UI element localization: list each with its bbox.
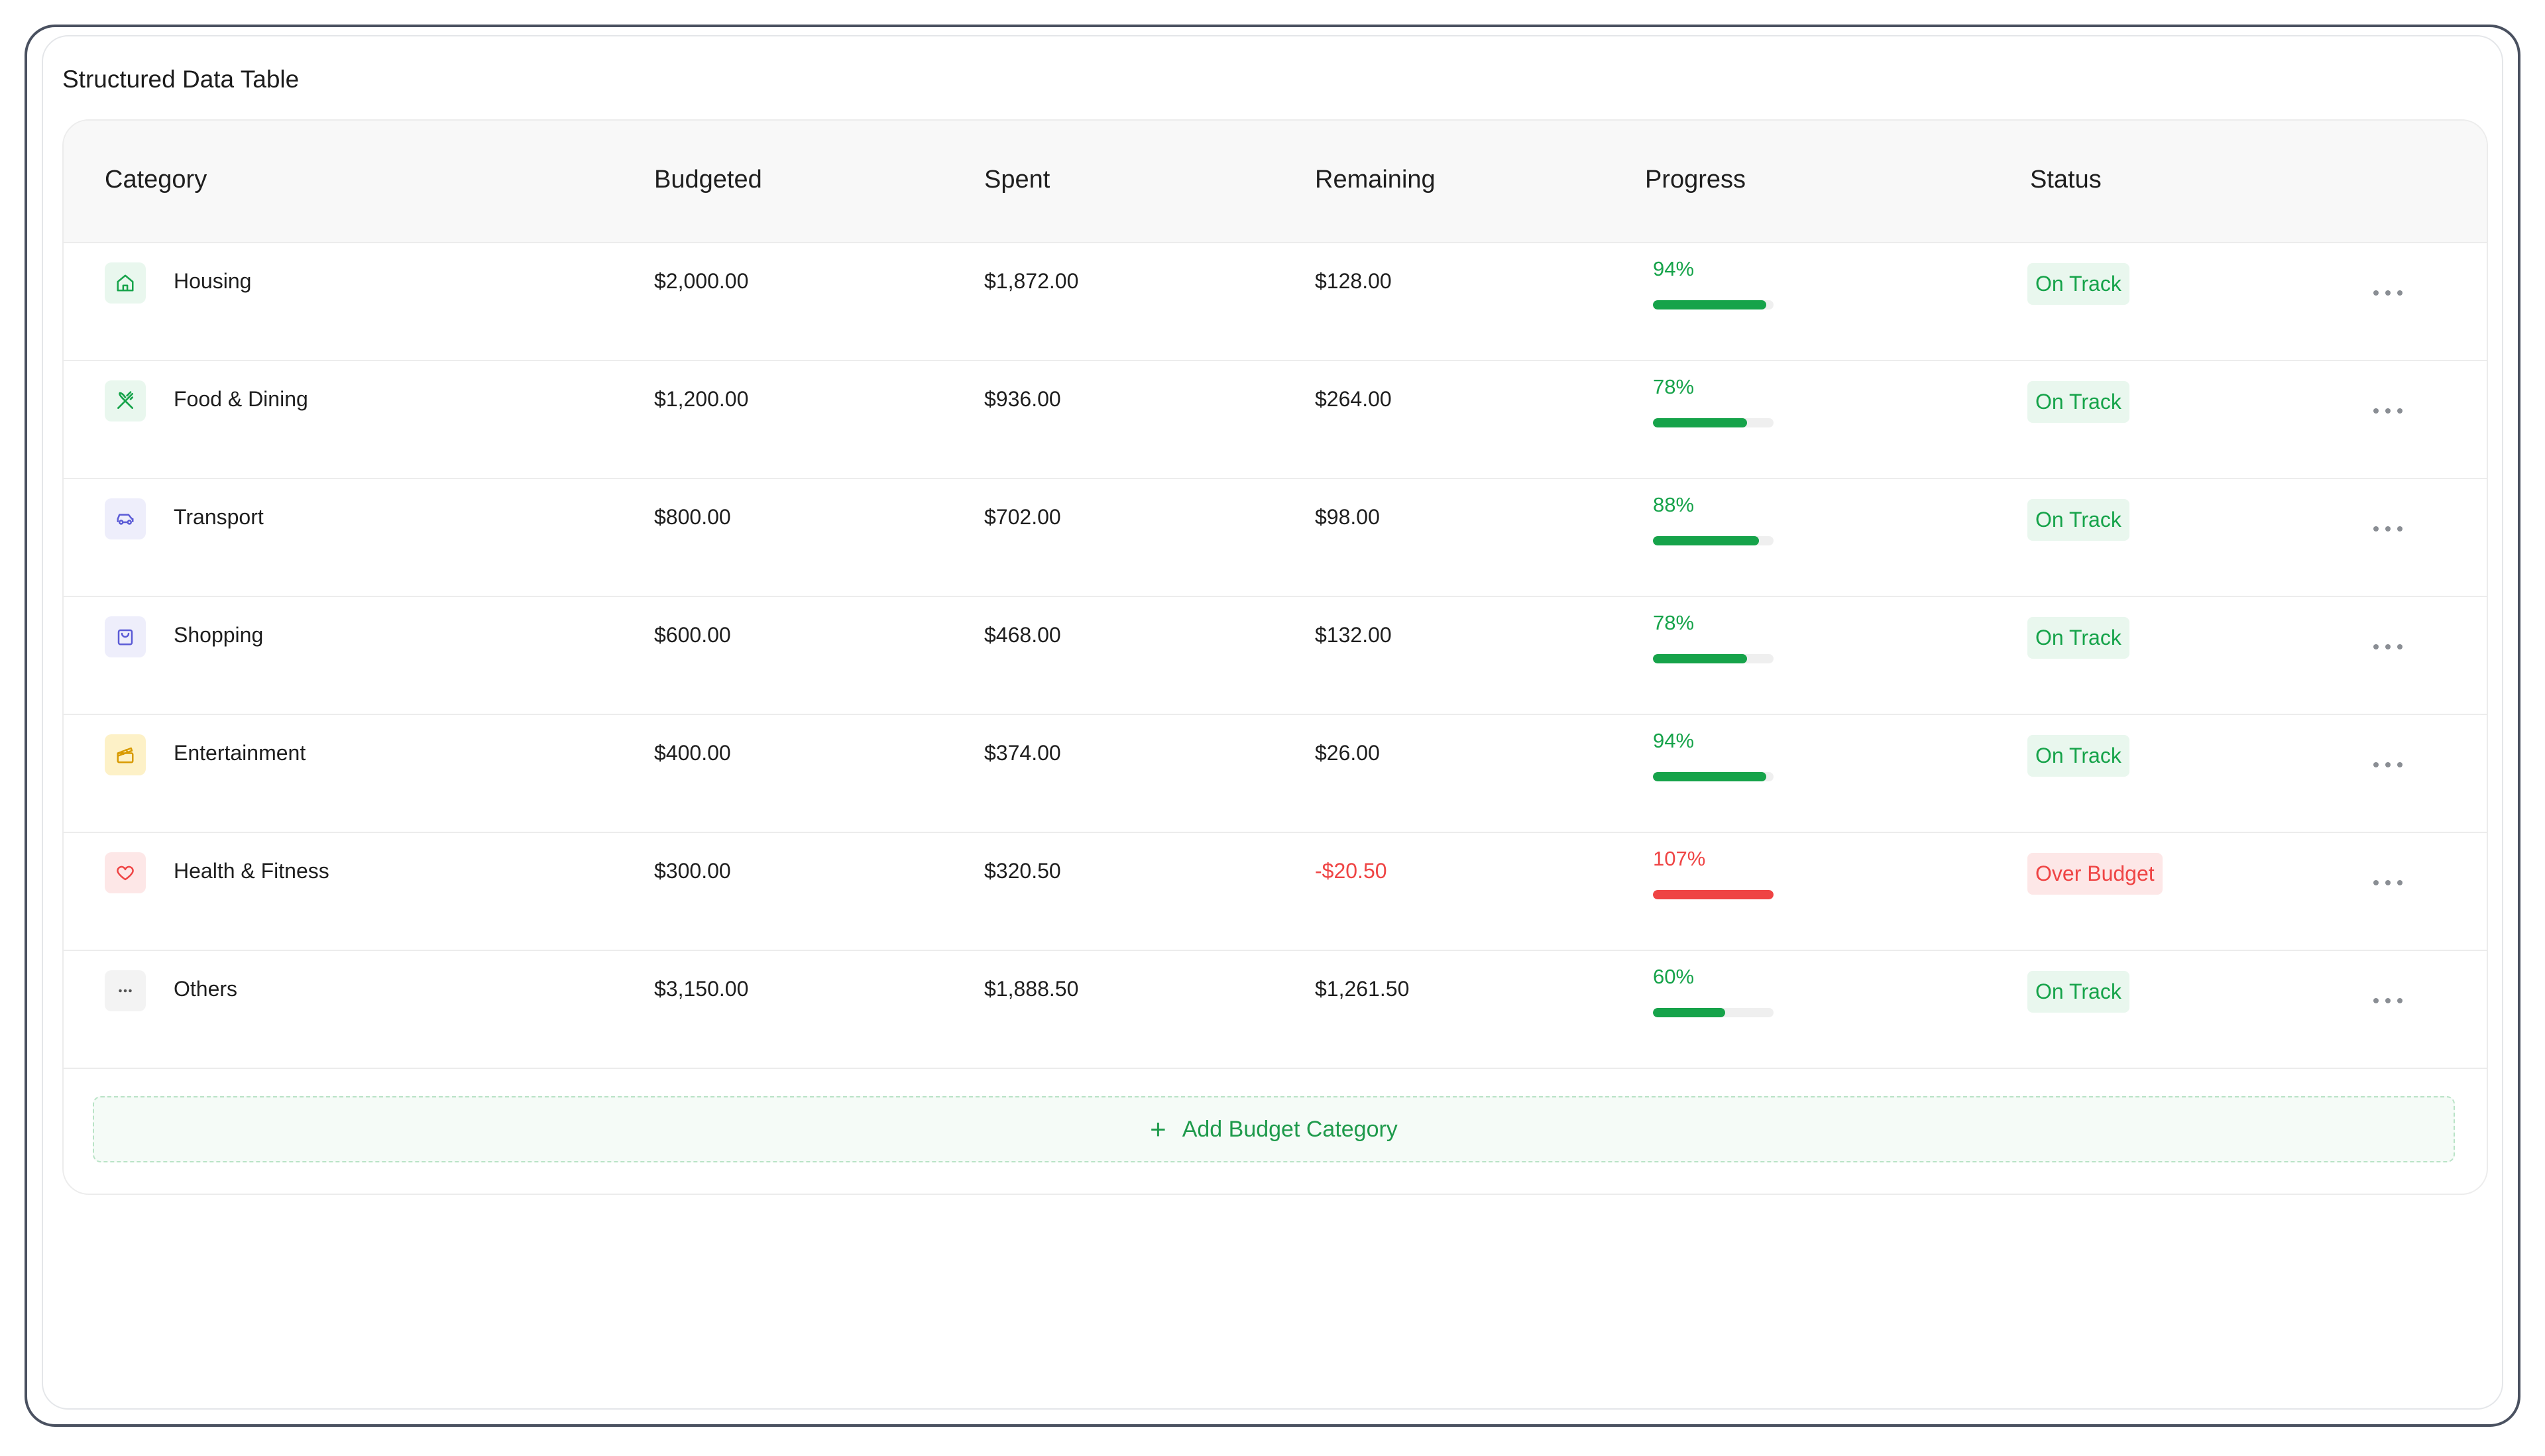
progress-bar-fill [1653,418,1747,427]
fork-knife-icon [105,380,146,421]
progress-bar [1653,654,1774,663]
budgeted-value: $800.00 [654,505,731,529]
status-badge: On Track [2027,735,2129,777]
home-icon [105,262,146,304]
heart-icon [105,852,146,893]
category-name: Transport [174,505,264,529]
status-badge: Over Budget [2027,853,2163,895]
remaining-value: $264.00 [1315,387,1392,411]
category-name: Entertainment [174,741,306,765]
more-options-icon[interactable] [2373,642,2403,651]
category-name: Housing [174,269,252,293]
table-card: Structured Data Table Category Budgeted … [42,35,2503,1410]
column-header-category[interactable]: Category [105,166,207,194]
progress-bar [1653,418,1774,427]
spent-value: $702.00 [984,505,1061,529]
column-header-status[interactable]: Status [2030,166,2102,194]
table-row[interactable]: Health & Fitness $300.00 $320.50 -$20.50… [64,832,2487,951]
budgeted-value: $300.00 [654,859,731,883]
more-options-icon[interactable] [2373,406,2403,416]
more-options-icon[interactable] [2373,760,2403,769]
clapperboard-icon [105,734,146,775]
more-options-icon[interactable] [2373,878,2403,887]
progress-percent: 60% [1653,965,1695,988]
category-name: Shopping [174,623,264,647]
progress-bar [1653,536,1774,545]
progress-percent: 94% [1653,729,1695,752]
status-badge: On Track [2027,263,2129,305]
column-header-spent[interactable]: Spent [984,166,1050,194]
budgeted-value: $1,200.00 [654,387,749,411]
remaining-value: $26.00 [1315,741,1380,765]
progress-bar-fill [1653,772,1767,781]
budgeted-value: $3,150.00 [654,977,749,1001]
budget-table: Category Budgeted Spent Remaining Progre… [62,119,2488,1195]
category-name: Health & Fitness [174,859,329,883]
budgeted-value: $2,000.00 [654,269,749,293]
status-badge: On Track [2027,499,2129,541]
category-name: Food & Dining [174,387,308,411]
progress-bar-fill [1653,300,1767,309]
column-header-progress[interactable]: Progress [1645,166,1746,194]
remaining-value: $132.00 [1315,623,1392,647]
more-options-icon[interactable] [2373,288,2403,298]
table-row[interactable]: Entertainment $400.00 $374.00 $26.00 94%… [64,714,2487,833]
spent-value: $468.00 [984,623,1061,647]
more-options-icon[interactable] [2373,524,2403,533]
budgeted-value: $400.00 [654,741,731,765]
remaining-value: $128.00 [1315,269,1392,293]
progress-bar [1653,890,1774,899]
progress-bar [1653,772,1774,781]
status-badge: On Track [2027,617,2129,659]
progress-bar [1653,300,1774,309]
progress-bar-fill [1653,1008,1726,1017]
spent-value: $320.50 [984,859,1061,883]
shopping-bag-icon [105,616,146,657]
column-header-budgeted[interactable]: Budgeted [654,166,762,194]
table-row[interactable]: Housing $2,000.00 $1,872.00 $128.00 94% … [64,242,2487,361]
more-options-icon[interactable] [2373,996,2403,1005]
remaining-value: $1,261.50 [1315,977,1410,1001]
table-header: Category Budgeted Spent Remaining Progre… [64,121,2487,243]
table-row[interactable]: Food & Dining $1,200.00 $936.00 $264.00 … [64,360,2487,479]
category-name: Others [174,977,238,1001]
remaining-value: -$20.50 [1315,859,1387,883]
table-row[interactable]: Others $3,150.00 $1,888.50 $1,261.50 60%… [64,950,2487,1069]
progress-percent: 78% [1653,611,1695,634]
ellipsis-icon [105,970,146,1011]
add-budget-category-label: Add Budget Category [1182,1116,1398,1142]
remaining-value: $98.00 [1315,505,1380,529]
column-header-remaining[interactable]: Remaining [1315,166,1436,194]
plus-icon: + [1150,1113,1166,1145]
spent-value: $1,872.00 [984,269,1079,293]
status-badge: On Track [2027,971,2129,1013]
progress-bar-fill [1653,654,1747,663]
progress-bar-fill [1653,536,1760,545]
progress-bar-fill [1653,890,1774,899]
spent-value: $374.00 [984,741,1061,765]
progress-percent: 88% [1653,493,1695,516]
app-window-frame: Structured Data Table Category Budgeted … [25,25,2520,1427]
car-icon [105,498,146,539]
progress-percent: 78% [1653,375,1695,398]
progress-bar [1653,1008,1774,1017]
table-row[interactable]: Transport $800.00 $702.00 $98.00 88% On … [64,478,2487,597]
progress-percent: 107% [1653,847,1706,870]
add-budget-category-button[interactable]: + Add Budget Category [93,1096,2455,1162]
progress-percent: 94% [1653,257,1695,280]
page-title: Structured Data Table [62,66,300,93]
table-row[interactable]: Shopping $600.00 $468.00 $132.00 78% On … [64,596,2487,715]
budgeted-value: $600.00 [654,623,731,647]
spent-value: $936.00 [984,387,1061,411]
status-badge: On Track [2027,381,2129,423]
spent-value: $1,888.50 [984,977,1079,1001]
